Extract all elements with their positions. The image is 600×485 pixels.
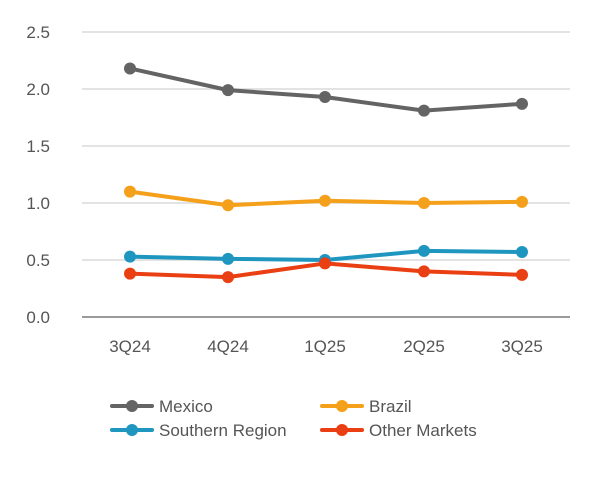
data-point [319,257,331,270]
legend-label: Southern Region [159,421,287,440]
legend-item: Southern Region [110,421,287,440]
gridlines [82,31,570,261]
series-mexico [124,62,528,117]
data-point [222,84,234,97]
x-tick-label: 3Q25 [501,337,543,356]
data-point [418,104,430,117]
series-brazil [124,185,528,212]
y-tick-label: 0.0 [26,308,50,327]
data-point [124,267,136,280]
legend-swatch-marker [126,424,138,436]
legend-label: Other Markets [369,421,477,440]
y-tick-label: 0.5 [26,251,50,270]
x-tick-label: 4Q24 [207,337,249,356]
legend-swatch-marker [126,400,138,412]
data-point [418,197,430,209]
y-tick-label: 2.5 [26,23,50,42]
legend-label: Brazil [369,397,412,416]
data-point [319,194,331,207]
data-point [516,246,528,259]
legend-item: Other Markets [320,421,477,440]
data-point [516,195,528,208]
data-point [516,97,528,110]
axes: 0.0 0.5 1.0 1.5 2.0 2.5 3Q24 4Q24 1Q25 2Q25 3Q25 [26,23,570,356]
legend-item: Brazil [320,397,412,416]
y-tick-label: 1.0 [26,194,50,213]
data-point [222,199,234,212]
data-point [418,265,430,278]
data-point [124,62,136,75]
series-lines [124,62,528,284]
y-tick-label: 2.0 [26,80,50,99]
data-point [222,252,234,265]
data-point [516,268,528,281]
legend-item: Mexico [110,397,213,416]
data-point [418,244,430,257]
x-tick-label: 3Q24 [109,337,151,356]
legend-label: Mexico [159,397,213,416]
legend-swatch-marker [336,424,348,436]
series-other-markets [124,257,528,284]
data-point [124,185,136,198]
y-tick-label: 1.5 [26,137,50,156]
x-tick-label: 1Q25 [304,337,346,356]
x-tick-label: 2Q25 [403,337,445,356]
legend-swatch-marker [336,400,348,412]
data-point [222,271,234,284]
legend: Mexico Brazil Southern Region Other Markets [110,397,477,440]
data-point [124,250,136,263]
data-point [319,90,331,103]
